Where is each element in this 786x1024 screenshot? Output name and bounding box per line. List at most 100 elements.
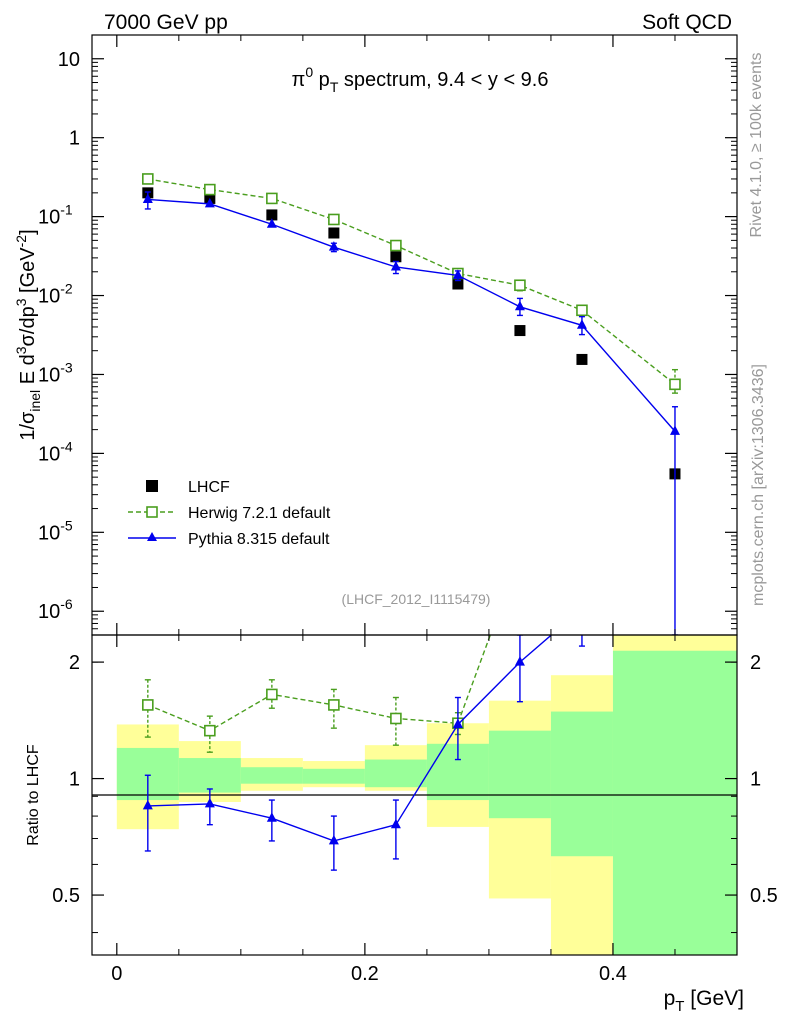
ratio-y-tick-label-right: 1 [750, 769, 761, 791]
data-point-herwig [514, 279, 526, 292]
y-axis-title-sup: -2 [13, 235, 29, 248]
ratio-point-herwig [266, 688, 278, 701]
header-right: Soft QCD [642, 11, 732, 34]
ratio-y-tick-label: 1 [69, 769, 80, 791]
data-point-lhcf [514, 325, 526, 337]
legend-marker-lhcf [146, 480, 158, 492]
y-tick-label: 10-6 [38, 596, 73, 623]
y-axis-title-sup: 3 [13, 346, 29, 354]
y-tick-mantissa: 10 [38, 364, 60, 386]
legend-label-lhcf: LHCF [188, 479, 230, 496]
ratio-band-inner [612, 650, 737, 955]
y-tick-mantissa: 10 [38, 207, 60, 229]
y-tick-mantissa: 10 [38, 522, 60, 544]
y-tick-mantissa: 10 [38, 286, 60, 308]
mcplots-label: mcplots.cern.ch [arXiv:1306.3436] [750, 364, 767, 606]
x-tick-label: 0 [111, 963, 122, 985]
ratio-point-pythia [328, 834, 339, 845]
data-point-pythia [390, 260, 401, 271]
data-point-pythia [514, 300, 525, 311]
y-tick-mantissa: 10 [38, 601, 60, 623]
ratio-y-tick-label: 0.5 [52, 885, 80, 907]
ratio-point-pythia [142, 799, 153, 810]
x-axis-title-sub: T [675, 998, 684, 1015]
y-tick-label: 10-3 [38, 359, 73, 386]
y-axis-title-part: 1/σ [17, 411, 39, 441]
title-part: spectrum, 9.4 < y < 9.6 [338, 69, 548, 91]
data-point-pythia [266, 218, 277, 228]
y-tick-exponent: -3 [60, 359, 73, 375]
y-tick-label: 10-4 [38, 438, 73, 465]
x-tick-label: 0.2 [351, 963, 379, 985]
ratio-band-inner [240, 767, 303, 784]
y-axis-title-sub: inel [27, 390, 43, 412]
y-tick-label: 10-1 [38, 202, 73, 229]
header-left: 7000 GeV pp [104, 11, 228, 34]
ratio-point-herwig [142, 699, 154, 711]
legend-label-herwig: Herwig 7.2.1 default [188, 505, 331, 522]
ratio-y-tick-label-right: 0.5 [750, 885, 778, 907]
ratio-band-inner [364, 759, 427, 788]
y-tick-exponent: -1 [60, 202, 73, 218]
title-sub: T [330, 79, 339, 95]
data-point-lhcf [576, 353, 588, 365]
data-point-lhcf [266, 209, 278, 221]
data-point-herwig [669, 378, 681, 391]
y-tick-label: 10-5 [38, 517, 73, 544]
ratio-y-tick-label-right: 2 [750, 652, 761, 674]
data-point-pythia [204, 197, 215, 208]
ratio-point-pythia [452, 718, 463, 728]
legend-marker-herwig [146, 506, 158, 518]
ratio-band-inner [178, 758, 241, 793]
title-part: p [313, 69, 330, 91]
y-tick-exponent: -2 [60, 281, 73, 297]
data-point-pythia [142, 193, 153, 203]
data-point-pythia [328, 241, 339, 251]
title-sup: 0 [305, 64, 313, 80]
x-axis-title-main: p [664, 987, 676, 1010]
y-tick-label: 10 [58, 49, 80, 71]
y-axis-title-part: [GeV [17, 247, 39, 299]
data-point-herwig [266, 192, 278, 205]
ratio-band-inner [302, 768, 365, 784]
y-axis-title-part: E d [17, 354, 39, 390]
data-point-lhcf [328, 227, 340, 239]
title-part: π [292, 69, 306, 91]
y-tick-exponent: -5 [60, 517, 73, 533]
ratio-point-pythia [390, 818, 401, 829]
data-point-herwig [576, 304, 588, 317]
ratio-band-inner [550, 711, 613, 857]
analysis-id: (LHCF_2012_I1115479) [342, 591, 491, 607]
y-tick-exponent: -4 [60, 438, 73, 454]
data-point-herwig [390, 239, 402, 252]
legend: LHCF Herwig 7.2.1 default Pythia 8.315 d… [128, 479, 331, 548]
ratio-point-pythia [577, 603, 587, 613]
ratio-point-herwig [204, 724, 216, 737]
data-point-herwig [328, 213, 340, 226]
y-axis-title: 1/σinel E d3σ/dp3 [GeV-2] [13, 229, 43, 440]
y-tick-exponent: -6 [60, 596, 73, 612]
ratio-y-tick-label: 2 [69, 652, 80, 674]
ratio-point-herwig [328, 699, 340, 711]
data-point-herwig [204, 183, 216, 196]
data-point-herwig [142, 173, 154, 185]
rivet-label: Rivet 4.1.0, ≥ 100k events [748, 53, 765, 238]
ratio-line-1 [147, 635, 553, 842]
ratio-band-inner [488, 730, 551, 819]
top-plot-title: π0 pT spectrum, 9.4 < y < 9.6 [292, 64, 549, 95]
ratio-point-herwig [390, 712, 402, 725]
ratio-plot-frame [91, 634, 738, 956]
data-point-lhcf [390, 251, 402, 263]
series-line-2 [147, 198, 676, 432]
ratio-plot-series [142, 603, 587, 871]
data-point-lhcf [452, 278, 464, 290]
x-axis-title: pT [GeV] [664, 987, 744, 1015]
y-tick-mantissa: 10 [38, 443, 60, 465]
data-point-pythia [452, 269, 463, 279]
legend-marker-pythia [147, 532, 157, 541]
y-axis-title-part: σ/dp [17, 306, 39, 346]
y-axis-title-part: ] [17, 229, 39, 235]
x-tick-label: 0.4 [599, 963, 627, 985]
